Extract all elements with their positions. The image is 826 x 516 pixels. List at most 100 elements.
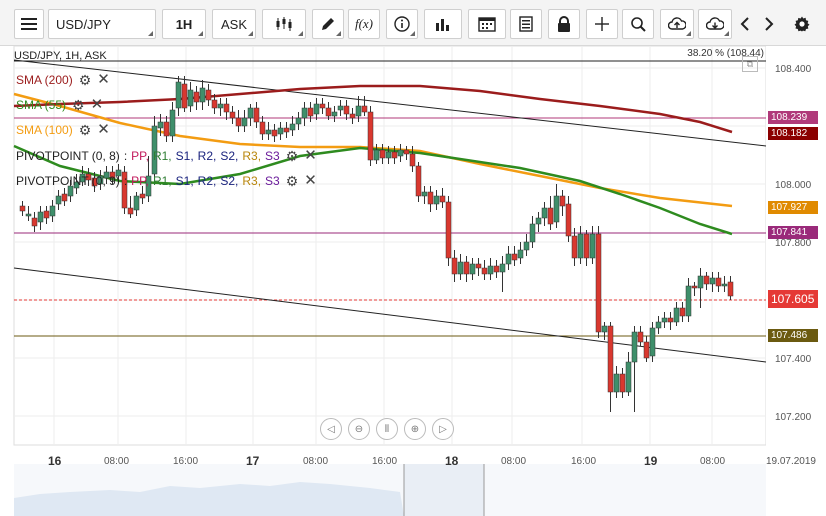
scroll-left-control[interactable]: ◁	[320, 418, 342, 440]
gear-icon[interactable]: ⚙	[72, 97, 85, 113]
trendline-upper	[13, 59, 767, 147]
dropdown-corner-icon	[198, 31, 203, 36]
save-cloud-button[interactable]	[660, 9, 694, 39]
gear-icon[interactable]: ⚙	[285, 148, 299, 164]
candle-body	[421, 191, 428, 197]
candle-body	[481, 267, 488, 275]
chart-type-button[interactable]	[262, 9, 306, 39]
candle-body	[709, 277, 716, 285]
candle-body	[679, 307, 686, 317]
candle-body	[451, 257, 458, 275]
chart-area[interactable]: USD/JPY, 1H, ASK 38.20 % (108.44) ⧉ SMA …	[0, 46, 826, 516]
y-axis-label: 107.200	[775, 412, 812, 423]
x-axis-label: 16	[48, 454, 62, 468]
draw-button[interactable]	[312, 9, 344, 39]
list-button[interactable]	[510, 9, 542, 39]
symbol-selector[interactable]: USD/JPY	[48, 9, 156, 39]
menu-icon	[21, 18, 37, 30]
candle-body	[127, 207, 134, 215]
popout-icon[interactable]: ⧉	[742, 56, 758, 72]
settings-button[interactable]	[788, 9, 816, 39]
candle-body	[571, 235, 578, 259]
info-button[interactable]	[386, 9, 418, 39]
bars-chart-icon	[436, 19, 449, 31]
candle-body	[409, 153, 416, 167]
scroll-right-button[interactable]	[758, 9, 780, 39]
candle-body	[349, 113, 356, 119]
scroll-right-control[interactable]: ▷	[432, 418, 454, 440]
candle-body	[697, 275, 704, 289]
legend-pivot-2[interactable]: PIVOTPOINT (0, 9) : PP, R1, S1, R2, S2, …	[16, 172, 317, 189]
candle-body	[241, 117, 248, 127]
candle-body	[619, 373, 626, 393]
legend-sma55[interactable]: SMA (55) ⚙ ✕	[16, 96, 104, 113]
gear-icon[interactable]: ⚙	[285, 173, 299, 189]
legend-sma200[interactable]: SMA (200) ⚙ ✕	[16, 71, 110, 88]
close-icon[interactable]: ✕	[90, 96, 104, 113]
candle-body	[541, 207, 548, 219]
pivot-s3: S3	[265, 149, 280, 163]
calendar-icon	[478, 17, 496, 32]
candle-body	[217, 103, 224, 109]
legend-pivot-1[interactable]: PIVOTPOINT (0, 8) : PP, R1, S1, R2, S2, …	[16, 147, 317, 164]
candle-body	[175, 81, 182, 109]
candle-body	[367, 111, 374, 161]
sma-55-line	[13, 144, 733, 236]
x-axis-label: 08:00	[104, 456, 130, 467]
candle-body	[433, 195, 440, 205]
x-axis-label: 16:00	[173, 456, 199, 467]
price-chart[interactable]	[0, 46, 826, 516]
pivot-r3: R3,	[242, 174, 262, 188]
crosshair-button[interactable]	[586, 9, 618, 39]
timeframe-selector[interactable]: 1H	[162, 9, 206, 39]
y-axis-label: 108.400	[775, 64, 812, 75]
candle-body	[655, 321, 662, 329]
lock-button[interactable]	[548, 9, 580, 39]
pivot-r3: R3,	[242, 149, 262, 163]
close-icon[interactable]: ✕	[304, 147, 317, 164]
y-axis-label: 108.000	[775, 180, 812, 191]
zoom-button[interactable]	[622, 9, 654, 39]
scroll-left-button[interactable]	[734, 9, 756, 39]
chart-header: USD/JPY, 1H, ASK	[14, 50, 107, 62]
arrow-right-icon	[765, 17, 774, 31]
candle-body	[685, 285, 692, 317]
gear-icon[interactable]: ⚙	[78, 72, 92, 88]
candle-body	[31, 217, 38, 227]
candle-body	[661, 317, 668, 323]
price-tag-current: 107.605	[768, 290, 818, 308]
dropdown-corner-icon	[724, 31, 729, 36]
close-icon[interactable]: ✕	[97, 71, 110, 88]
volume-button[interactable]	[424, 9, 462, 39]
gear-icon[interactable]: ⚙	[78, 122, 92, 138]
candle-body	[715, 277, 722, 287]
dropdown-corner-icon	[298, 31, 303, 36]
zoom-in-control[interactable]: ⊕	[404, 418, 426, 440]
candle-body	[19, 205, 26, 212]
candle-body	[211, 99, 218, 109]
indicators-button[interactable]: f(x)	[348, 9, 380, 39]
reset-control[interactable]: ⦀	[376, 418, 398, 440]
candle-body	[391, 151, 398, 159]
close-icon[interactable]: ✕	[304, 172, 317, 189]
menu-button[interactable]	[14, 9, 44, 39]
calendar-button[interactable]	[468, 9, 506, 39]
candle-body	[553, 195, 560, 223]
dropdown-corner-icon	[410, 31, 415, 36]
candle-body	[361, 105, 368, 113]
price-tag-r1: 108.239	[768, 111, 818, 124]
candle-body	[289, 123, 296, 131]
zoom-out-control[interactable]: ⊖	[348, 418, 370, 440]
candle-body	[565, 203, 572, 237]
legend-sma100[interactable]: SMA (100) ⚙ ✕	[16, 121, 110, 138]
navigator-window[interactable]	[404, 464, 484, 516]
close-icon[interactable]: ✕	[97, 121, 110, 138]
candle-body	[181, 83, 188, 109]
load-cloud-button[interactable]	[698, 9, 732, 39]
candle-body	[691, 285, 698, 289]
navigator-area	[14, 482, 404, 516]
y-axis-label: 107.400	[775, 354, 812, 365]
candle-body	[277, 127, 284, 135]
price-type-selector[interactable]: ASK	[212, 9, 256, 39]
candle-body	[133, 195, 140, 211]
